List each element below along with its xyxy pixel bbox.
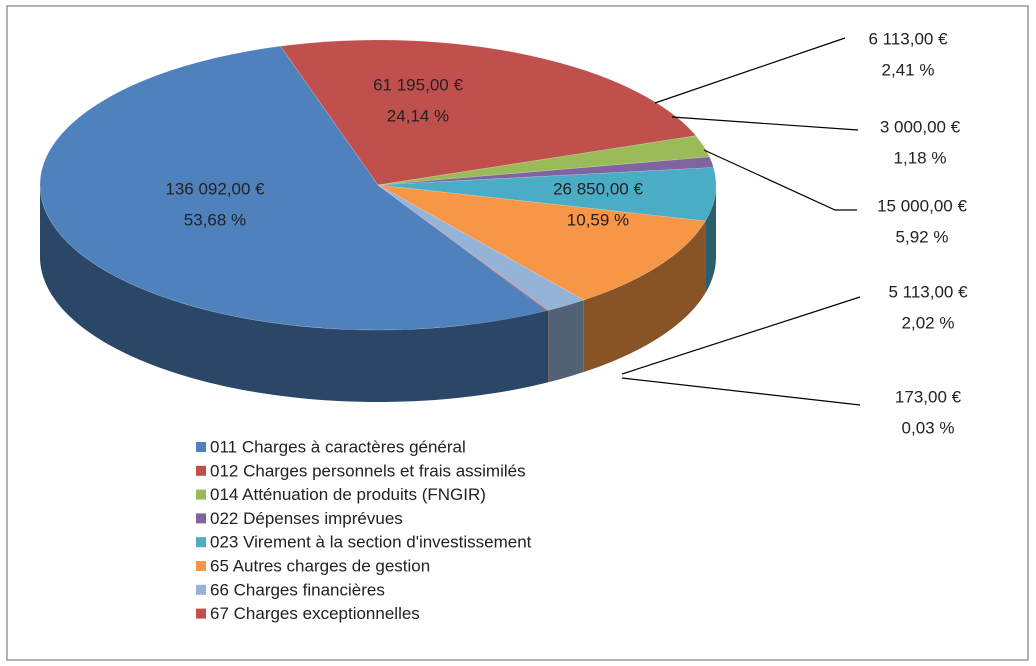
legend-swatch: [196, 537, 206, 548]
leader-line: [621, 296, 861, 375]
slice-side: [40, 185, 547, 402]
legend-swatch: [196, 513, 206, 524]
legend-label: 012 Charges personnels et frais assimilé…: [210, 461, 526, 480]
data-label: 61 195,00 €: [373, 75, 463, 94]
slice: [377, 184, 549, 311]
slice-side: [583, 220, 706, 373]
legend-label: 023 Virement à la section d'investisseme…: [210, 533, 532, 552]
data-label: 6 113,00 €: [868, 29, 948, 48]
legend-label: 022 Dépenses imprévues: [210, 509, 403, 528]
data-label: 15 000,00 €: [877, 196, 967, 215]
percent-label: 0,03 %: [902, 418, 955, 437]
leader-line: [654, 37, 846, 104]
percent-label: 1,18 %: [894, 148, 947, 167]
legend: 011 Charges à caractères général 012 Char…: [196, 437, 532, 623]
slice-side: [547, 310, 549, 383]
data-label: 136 092,00 €: [165, 179, 265, 198]
percent-label: 5,92 %: [896, 227, 949, 246]
pie: [39, 39, 717, 402]
slice-side: [548, 300, 584, 383]
legend-label: 66 Charges financières: [210, 580, 385, 599]
slice: [377, 167, 717, 222]
slice: [377, 184, 706, 301]
legend-label: 011 Charges à caractères général: [210, 437, 466, 456]
slice: [279, 39, 697, 186]
slice: [39, 45, 548, 331]
percent-label: 10,59 %: [567, 210, 629, 229]
data-label: 3 000,00 €: [880, 117, 961, 136]
percent-label: 24,14 %: [387, 106, 449, 125]
legend-label: 014 Atténuation de produits (FNGIR): [210, 485, 486, 504]
data-label: 5 113,00 €: [888, 282, 968, 301]
slice: [377, 184, 585, 311]
labels: 136 092,00 € 53,68 % 61 195,00 € 24,14 % 6 1…: [165, 29, 968, 437]
slice: [377, 156, 714, 186]
slice: [377, 135, 711, 186]
legend-swatch: [196, 561, 206, 571]
percent-label: 2,02 %: [902, 313, 955, 332]
leader-line: [671, 116, 859, 131]
legend-swatch: [196, 584, 206, 595]
legend-label: 65 Autres charges de gestion: [210, 556, 430, 575]
legend-swatch: [196, 489, 206, 500]
slice-side: [705, 185, 716, 293]
legend-swatch: [196, 465, 206, 476]
legend-swatch: [196, 442, 206, 452]
leader-line: [703, 149, 857, 211]
leader-line: [621, 377, 861, 406]
percent-label: 53,68 %: [184, 210, 246, 229]
data-label: 173,00 €: [895, 387, 962, 406]
data-label: 26 850,00 €: [553, 179, 643, 198]
percent-label: 2,41 %: [882, 60, 935, 79]
legend-swatch: [196, 608, 206, 619]
legend-label: 67 Charges exceptionnelles: [210, 604, 420, 623]
